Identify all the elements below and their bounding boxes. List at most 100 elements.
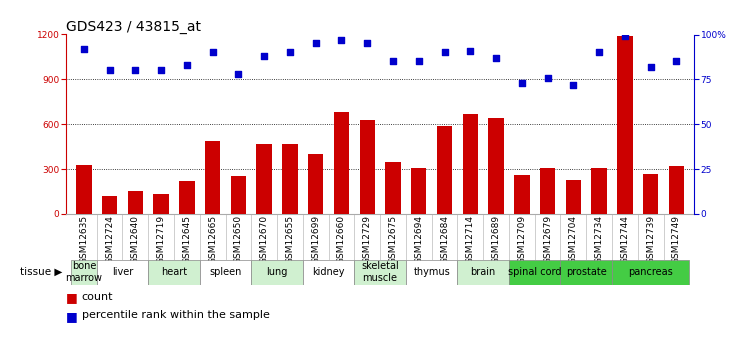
Point — [645, 64, 656, 70]
Text: GSM12719: GSM12719 — [156, 215, 166, 264]
Bar — [360, 120, 375, 214]
Point — [439, 50, 450, 55]
Bar — [303, 260, 355, 285]
Text: spleen: spleen — [209, 267, 242, 277]
Text: GSM12645: GSM12645 — [182, 215, 192, 264]
Point — [542, 75, 553, 80]
Point — [181, 62, 193, 68]
Bar — [148, 260, 200, 285]
Bar — [308, 154, 323, 214]
Text: GSM12660: GSM12660 — [337, 215, 346, 264]
Point — [387, 59, 399, 64]
Point — [258, 53, 270, 59]
Bar — [591, 168, 607, 214]
Point — [413, 59, 425, 64]
Text: GSM12714: GSM12714 — [466, 215, 475, 264]
Bar — [406, 260, 458, 285]
Point — [129, 68, 141, 73]
Point — [670, 59, 682, 64]
Text: GSM12694: GSM12694 — [414, 215, 423, 264]
Bar — [154, 195, 169, 214]
Text: brain: brain — [471, 267, 496, 277]
Bar — [509, 260, 561, 285]
Text: GSM12739: GSM12739 — [646, 215, 655, 264]
Bar — [355, 260, 406, 285]
Point — [619, 33, 631, 39]
Text: GSM12734: GSM12734 — [594, 215, 604, 264]
Point — [310, 41, 322, 46]
Text: GSM12749: GSM12749 — [672, 215, 681, 264]
Text: GSM12650: GSM12650 — [234, 215, 243, 264]
Text: GDS423 / 43815_at: GDS423 / 43815_at — [66, 20, 201, 34]
Text: bone
marrow: bone marrow — [65, 262, 102, 283]
Bar — [669, 166, 684, 214]
Text: GSM12689: GSM12689 — [491, 215, 501, 264]
Text: GSM12679: GSM12679 — [543, 215, 552, 264]
Text: kidney: kidney — [312, 267, 345, 277]
Text: prostate: prostate — [566, 267, 607, 277]
Text: GSM12670: GSM12670 — [260, 215, 269, 264]
Text: lung: lung — [266, 267, 288, 277]
Bar — [179, 181, 194, 214]
Bar — [458, 260, 509, 285]
Bar — [128, 191, 143, 214]
Text: heart: heart — [161, 267, 187, 277]
Text: GSM12665: GSM12665 — [208, 215, 217, 264]
Text: count: count — [82, 292, 113, 302]
Bar — [385, 162, 401, 214]
Text: GSM12704: GSM12704 — [569, 215, 578, 264]
Text: GSM12675: GSM12675 — [388, 215, 398, 264]
Text: ■: ■ — [66, 292, 77, 305]
Text: liver: liver — [112, 267, 133, 277]
Text: tissue ▶: tissue ▶ — [20, 267, 62, 277]
Point — [567, 82, 579, 88]
Bar — [411, 168, 426, 214]
Point — [104, 68, 115, 73]
Bar — [334, 112, 349, 214]
Point — [594, 50, 605, 55]
Text: spinal cord: spinal cord — [508, 267, 561, 277]
Text: pancreas: pancreas — [628, 267, 673, 277]
Point — [491, 55, 502, 61]
Bar — [200, 260, 251, 285]
Text: thymus: thymus — [413, 267, 450, 277]
Text: GSM12684: GSM12684 — [440, 215, 449, 264]
Bar — [96, 260, 148, 285]
Bar — [251, 260, 303, 285]
Text: skeletal
muscle: skeletal muscle — [361, 262, 399, 283]
Text: percentile rank within the sample: percentile rank within the sample — [82, 310, 270, 321]
Text: GSM12635: GSM12635 — [80, 215, 88, 264]
Bar — [282, 144, 298, 214]
Text: GSM12724: GSM12724 — [105, 215, 114, 264]
Bar — [437, 126, 452, 214]
Text: ■: ■ — [66, 310, 77, 324]
Bar — [231, 176, 246, 214]
Point — [155, 68, 167, 73]
Bar — [488, 118, 504, 214]
Text: GSM12729: GSM12729 — [363, 215, 372, 264]
Text: GSM12744: GSM12744 — [621, 215, 629, 264]
Bar — [205, 141, 220, 214]
Bar — [561, 260, 612, 285]
Bar — [540, 168, 556, 214]
Point — [516, 80, 528, 86]
Bar — [257, 144, 272, 214]
Point — [207, 50, 219, 55]
Bar — [617, 36, 632, 214]
Bar — [612, 260, 689, 285]
Text: GSM12640: GSM12640 — [131, 215, 140, 264]
Text: GSM12709: GSM12709 — [518, 215, 526, 264]
Bar — [76, 165, 91, 214]
Point — [284, 50, 296, 55]
Bar — [71, 260, 96, 285]
Bar — [643, 174, 659, 214]
Bar — [463, 114, 478, 214]
Bar — [514, 175, 529, 214]
Text: GSM12699: GSM12699 — [311, 215, 320, 264]
Text: GSM12655: GSM12655 — [285, 215, 295, 264]
Point — [336, 37, 347, 43]
Point — [78, 46, 90, 52]
Point — [464, 48, 476, 53]
Bar — [566, 179, 581, 214]
Point — [232, 71, 244, 77]
